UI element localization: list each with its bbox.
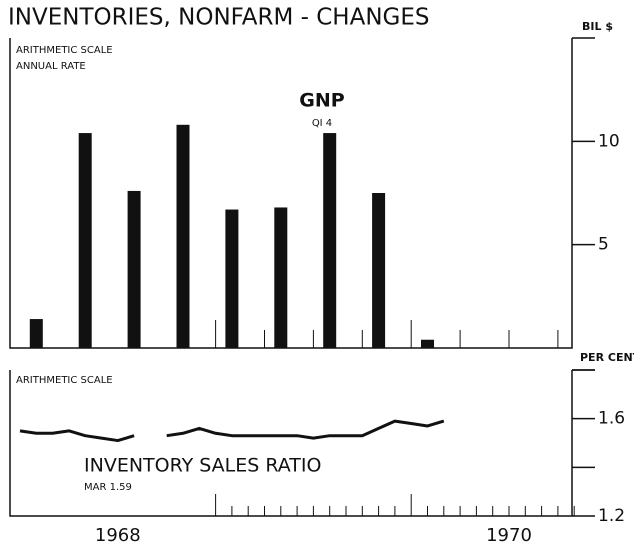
bar <box>176 124 190 348</box>
bottom-frame <box>9 369 595 517</box>
annotation: GNP <box>299 90 344 112</box>
x-tick-label: 1970 <box>486 525 532 545</box>
annotation: MAR 1.59 <box>84 482 132 493</box>
bar <box>78 133 92 348</box>
annotation: INVENTORY SALES RATIO <box>84 455 321 477</box>
y-unit: PER CENT <box>580 351 634 364</box>
bar <box>274 207 288 348</box>
bar <box>421 339 434 348</box>
y-tick-label: 1.2 <box>598 506 625 526</box>
y-tick-label: 5 <box>598 235 609 255</box>
x-tick-label: 1968 <box>95 525 141 545</box>
y-unit: BIL $ <box>582 20 613 33</box>
bar <box>372 193 386 348</box>
annotation: ARITHMETIC SCALE <box>16 45 113 56</box>
chart-title: INVENTORIES, NONFARM - CHANGES <box>8 5 430 31</box>
bar <box>127 190 141 348</box>
bar <box>29 319 43 348</box>
y-tick-label: 10 <box>598 131 620 151</box>
top-frame <box>9 37 595 349</box>
annotation: ARITHMETIC SCALE <box>16 375 113 386</box>
line <box>19 419 445 443</box>
annotation: QI 4 <box>312 118 332 129</box>
bar <box>323 133 337 348</box>
y-tick-label: 1.6 <box>598 409 625 429</box>
bar <box>225 209 239 348</box>
annotation: ANNUAL RATE <box>16 61 86 72</box>
